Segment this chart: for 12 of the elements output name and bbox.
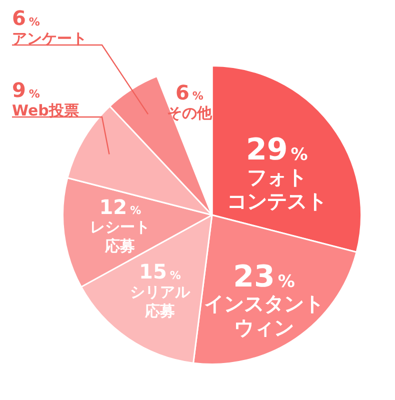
slice-label: シリアル応募 [130,282,191,320]
data-label: 12% [99,194,142,219]
slice-label: レシート応募 [90,218,150,255]
data-label: 9% [12,78,40,102]
data-label: 23% [233,259,295,294]
slice-label: フォトコンテスト [226,164,327,213]
slice-label: Web投票 [12,101,79,120]
data-label: 29% [246,132,308,168]
data-label: 6% [12,6,40,30]
data-label: 15% [139,260,181,284]
data-label: 6% [175,80,204,105]
slice-label: インスタントウィン [204,292,324,340]
